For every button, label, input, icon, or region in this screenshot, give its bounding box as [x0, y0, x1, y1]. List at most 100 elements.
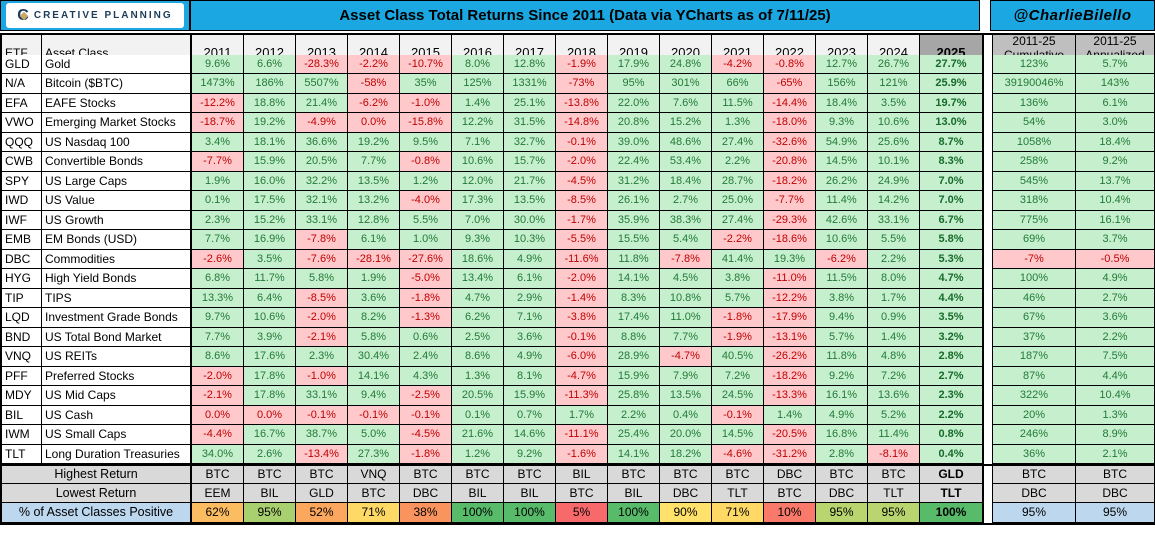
- return-cell: 2.8%: [920, 347, 983, 367]
- return-cell: 25.1%: [504, 93, 556, 113]
- return-cell: 3.2%: [920, 327, 983, 347]
- return-cell: 27.4%: [712, 210, 764, 230]
- return-cell: -2.2%: [348, 54, 400, 74]
- return-cell: 10.3%: [504, 230, 556, 250]
- return-cell: 32.7%: [504, 132, 556, 152]
- return-cell: 10.6%: [816, 230, 868, 250]
- return-cell: 95%: [608, 74, 660, 94]
- return-cell: 13.0%: [920, 113, 983, 133]
- return-cell: 6.8%: [192, 269, 244, 289]
- return-cell: -26.2%: [764, 347, 816, 367]
- return-cell: 24.8%: [660, 54, 712, 74]
- return-cell: 10.6%: [452, 152, 504, 172]
- return-cell: 2.2%: [920, 405, 983, 425]
- return-cell: 20.5%: [452, 386, 504, 406]
- column-separator: [983, 230, 993, 250]
- etf-cell: BIL: [2, 405, 42, 425]
- cumulative-cell: 36%: [993, 444, 1076, 464]
- asset-class-cell: US Nasdaq 100: [42, 132, 192, 152]
- return-cell: 25.6%: [868, 132, 920, 152]
- return-cell: 11.7%: [244, 269, 296, 289]
- return-cell: 8.7%: [920, 132, 983, 152]
- return-cell: -11.0%: [764, 269, 816, 289]
- return-cell: 1.2%: [452, 444, 504, 464]
- return-cell: 0.4%: [660, 405, 712, 425]
- lowest-return-cumulative-cell: DBC: [993, 483, 1076, 503]
- column-separator: [983, 503, 993, 523]
- return-cell: -4.5%: [556, 171, 608, 191]
- return-cell: 19.7%: [920, 93, 983, 113]
- return-cell: 2.2%: [712, 152, 764, 172]
- column-separator: [983, 113, 993, 133]
- return-cell: -1.0%: [400, 93, 452, 113]
- highest-return-cumulative-cell: BTC: [993, 464, 1076, 484]
- return-cell: 26.7%: [868, 54, 920, 74]
- logo-text: CREATIVE PLANNING: [33, 10, 173, 21]
- return-cell: 2.7%: [920, 366, 983, 386]
- return-cell: 0.0%: [244, 405, 296, 425]
- highest-return-cell: BTC: [712, 464, 764, 484]
- return-cell: 16.8%: [816, 425, 868, 445]
- pct-positive-cell: 71%: [348, 503, 400, 523]
- return-cell: 1.9%: [348, 269, 400, 289]
- return-cell: 14.1%: [608, 269, 660, 289]
- return-cell: -31.2%: [764, 444, 816, 464]
- return-cell: 11.0%: [660, 308, 712, 328]
- return-cell: 8.8%: [608, 327, 660, 347]
- return-cell: 13.5%: [504, 191, 556, 211]
- return-cell: 2.3%: [296, 347, 348, 367]
- pct-positive-annualized-cell: 95%: [1076, 503, 1155, 523]
- return-cell: 18.4%: [816, 93, 868, 113]
- return-cell: 5.8%: [348, 327, 400, 347]
- annualized-cell: 4.9%: [1076, 269, 1155, 289]
- return-cell: -18.0%: [764, 113, 816, 133]
- return-cell: 5.7%: [712, 288, 764, 308]
- return-cell: 15.5%: [608, 230, 660, 250]
- return-cell: 3.8%: [816, 288, 868, 308]
- return-cell: 1331%: [504, 74, 556, 94]
- return-cell: -2.0%: [192, 366, 244, 386]
- return-cell: -3.8%: [556, 308, 608, 328]
- logo-cell: C CREATIVE PLANNING: [0, 0, 190, 31]
- return-cell: 24.9%: [868, 171, 920, 191]
- return-cell: 35%: [400, 74, 452, 94]
- annualized-cell: 5.7%: [1076, 54, 1155, 74]
- asset-class-cell: US Mid Caps: [42, 386, 192, 406]
- return-cell: 15.9%: [504, 386, 556, 406]
- return-cell: 17.8%: [244, 386, 296, 406]
- return-cell: 6.1%: [504, 269, 556, 289]
- twitter-handle[interactable]: @CharlieBilello: [990, 0, 1155, 31]
- return-cell: 18.2%: [660, 444, 712, 464]
- return-cell: 2.5%: [452, 327, 504, 347]
- return-cell: 21.7%: [504, 171, 556, 191]
- return-cell: -10.7%: [400, 54, 452, 74]
- return-cell: -20.5%: [764, 425, 816, 445]
- etf-cell: EMB: [2, 230, 42, 250]
- return-cell: 3.6%: [348, 288, 400, 308]
- return-cell: 7.6%: [660, 93, 712, 113]
- return-cell: 1.2%: [400, 171, 452, 191]
- etf-cell: TLT: [2, 444, 42, 464]
- return-cell: -2.5%: [400, 386, 452, 406]
- highest-return-cell: BTC: [816, 464, 868, 484]
- return-cell: -14.4%: [764, 93, 816, 113]
- return-cell: 2.3%: [920, 386, 983, 406]
- return-cell: 9.7%: [192, 308, 244, 328]
- return-cell: 33.1%: [296, 210, 348, 230]
- return-cell: -1.9%: [712, 327, 764, 347]
- table-title: Asset Class Total Returns Since 2011 (Da…: [190, 0, 980, 31]
- return-cell: 15.2%: [660, 113, 712, 133]
- column-separator: [983, 327, 993, 347]
- highest-return-cell: VNQ: [348, 464, 400, 484]
- cumulative-cell: -7%: [993, 249, 1076, 269]
- return-cell: 31.2%: [608, 171, 660, 191]
- return-cell: 121%: [868, 74, 920, 94]
- return-cell: -65%: [764, 74, 816, 94]
- return-cell: 5.4%: [660, 230, 712, 250]
- return-cell: 5.5%: [400, 210, 452, 230]
- return-cell: -2.0%: [556, 269, 608, 289]
- return-cell: 17.6%: [244, 347, 296, 367]
- return-cell: -2.0%: [556, 152, 608, 172]
- cumulative-cell: 246%: [993, 425, 1076, 445]
- annualized-cell: 2.2%: [1076, 327, 1155, 347]
